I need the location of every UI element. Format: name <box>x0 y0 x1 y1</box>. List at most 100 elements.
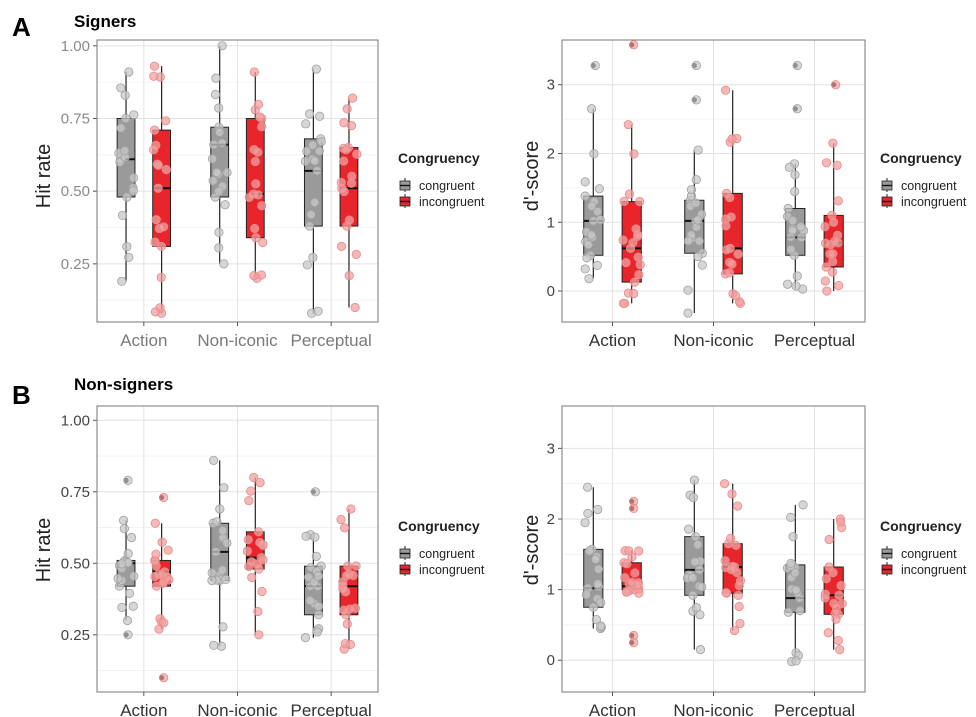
data-point <box>584 546 595 556</box>
data-point <box>258 237 268 248</box>
data-point <box>834 281 844 291</box>
data-point <box>120 90 130 100</box>
data-point <box>211 547 221 557</box>
y-tick-label: 1.00 <box>61 412 90 429</box>
data-point <box>207 575 217 586</box>
data-point <box>352 149 362 159</box>
data-point <box>782 279 793 289</box>
data-point <box>580 177 590 187</box>
data-point <box>124 588 135 598</box>
data-point <box>788 215 798 226</box>
data-point <box>697 582 707 592</box>
box-congruent-non-iconic <box>207 455 232 651</box>
data-point <box>688 573 698 583</box>
data-point <box>633 580 643 590</box>
data-point <box>690 532 701 542</box>
data-point <box>210 89 221 100</box>
box-incongruent-non-iconic <box>242 472 268 640</box>
data-point <box>339 186 349 197</box>
data-point <box>250 223 260 234</box>
y-axis-title: d'-score <box>521 141 543 212</box>
data-point <box>209 640 219 650</box>
data-point <box>634 546 644 556</box>
data-point <box>214 243 224 253</box>
data-point <box>351 561 361 571</box>
data-point <box>829 236 840 246</box>
y-tick-label: 0.25 <box>61 627 90 644</box>
data-point <box>129 110 139 120</box>
data-point <box>581 590 591 600</box>
data-point <box>635 260 645 270</box>
panel-title-signers: Signers <box>74 12 136 31</box>
y-tick-label: 1 <box>547 214 555 231</box>
data-point <box>691 95 701 105</box>
data-point <box>734 601 744 612</box>
data-point <box>123 475 133 485</box>
data-point <box>726 533 736 543</box>
y-tick-label: 2 <box>547 145 555 162</box>
data-point <box>593 504 603 515</box>
data-point <box>118 515 129 526</box>
data-point <box>310 156 320 166</box>
box-congruent-perceptual <box>782 60 809 294</box>
data-point <box>591 554 601 565</box>
data-point <box>246 486 256 496</box>
data-point <box>792 271 802 281</box>
data-point <box>149 61 160 71</box>
box-incongruent-action <box>149 61 172 318</box>
box-incongruent-action <box>618 40 645 309</box>
data-point <box>821 262 831 272</box>
data-point <box>257 201 267 211</box>
y-tick-label: 0.50 <box>61 555 90 572</box>
data-point <box>796 222 806 232</box>
data-point <box>159 618 169 628</box>
data-point <box>587 104 597 114</box>
legend-label-incongruent: incongruent <box>419 195 485 209</box>
data-point <box>256 270 267 280</box>
data-point <box>342 104 352 114</box>
data-point <box>311 64 321 74</box>
box-congruent-perceptual <box>782 500 808 667</box>
data-point <box>622 559 632 569</box>
data-point <box>120 146 130 156</box>
data-point <box>341 145 351 155</box>
data-point <box>153 160 163 170</box>
data-point <box>592 260 602 270</box>
legend: Congruency congruent incongruent <box>398 518 485 577</box>
data-point <box>249 67 259 77</box>
data-point <box>688 492 698 503</box>
x-tick-label: Perceptual <box>291 701 372 717</box>
box-congruent-action <box>580 60 605 284</box>
legend-title: Congruency <box>398 518 480 534</box>
data-point <box>149 145 159 155</box>
data-point <box>691 603 702 613</box>
box-incongruent-non-iconic <box>719 479 746 636</box>
legend-key-congruent <box>881 178 893 192</box>
y-tick-label: 1.00 <box>61 38 90 55</box>
box-incongruent-action <box>619 496 644 648</box>
data-point <box>684 524 694 534</box>
data-point <box>695 645 706 655</box>
data-point <box>635 197 645 207</box>
x-tick-label: Action <box>120 701 167 717</box>
data-point <box>339 156 349 166</box>
data-point <box>719 479 730 489</box>
data-point <box>344 271 354 281</box>
data-point <box>255 477 265 488</box>
data-point <box>220 200 230 210</box>
data-point <box>786 558 796 569</box>
data-point <box>619 196 629 206</box>
data-point <box>582 253 592 263</box>
data-point <box>254 630 264 640</box>
box-incongruent-perceptual <box>336 504 361 654</box>
data-point <box>683 236 694 246</box>
x-tick-label: Action <box>589 701 636 717</box>
box-incongruent-perceptual <box>820 80 844 296</box>
box-congruent-action <box>113 475 139 640</box>
data-point <box>591 614 601 625</box>
data-point <box>217 565 227 575</box>
data-point <box>216 641 227 651</box>
y-axis-title: Hit rate <box>33 518 55 582</box>
plots: 0.25 0.50 0.75 1.00 Action Non-iconic Perceptu… <box>33 38 967 717</box>
